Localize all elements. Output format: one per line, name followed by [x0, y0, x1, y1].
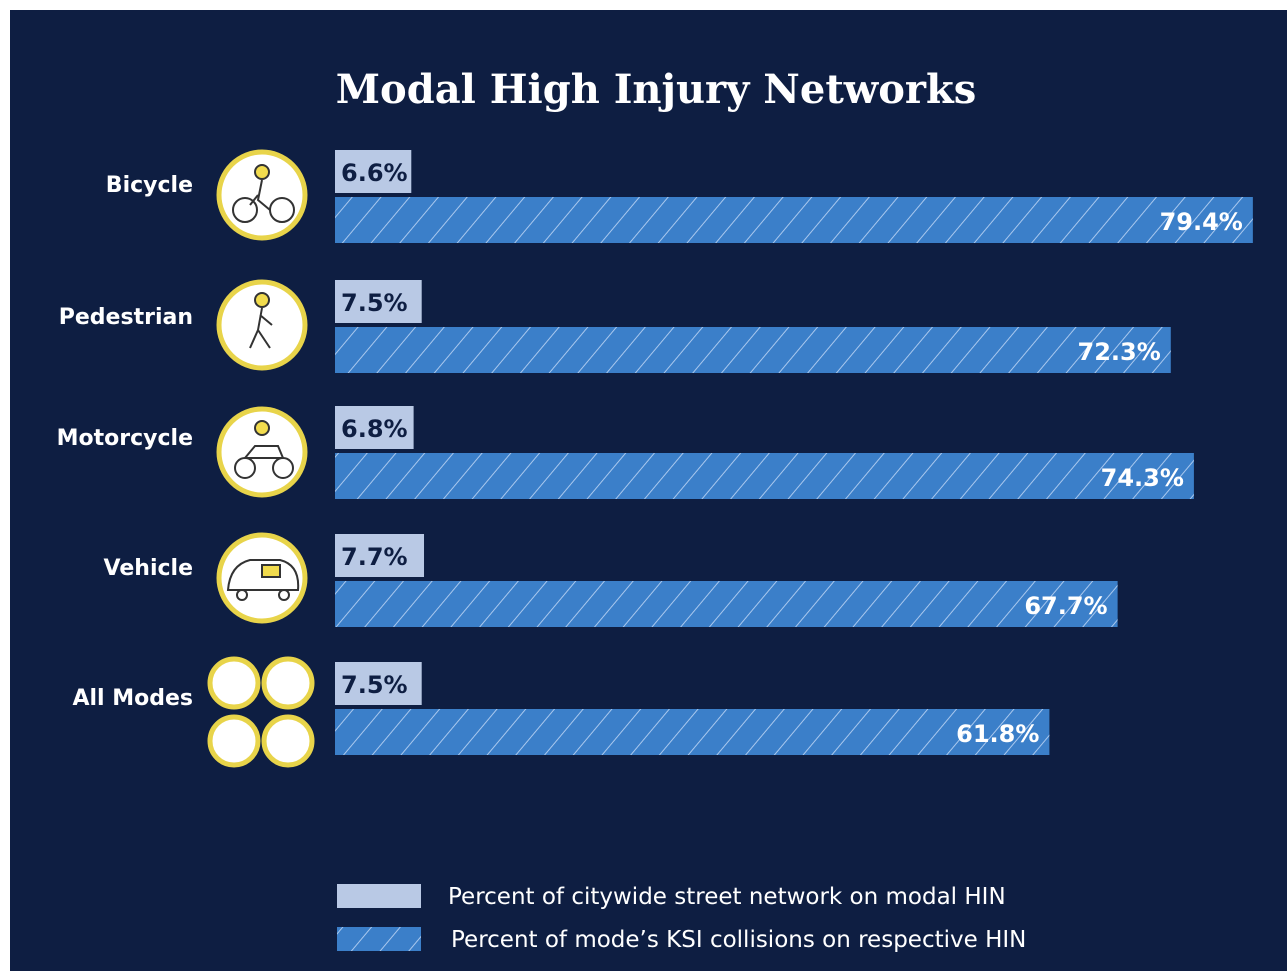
value-label: 7.7% [341, 543, 408, 571]
bar [335, 662, 422, 705]
category-label: Motorcycle [57, 426, 193, 451]
bar [335, 406, 414, 449]
legend-label: Percent of citywide street network on mo… [448, 884, 1006, 910]
bar [335, 534, 425, 577]
value-label: 7.5% [341, 289, 408, 317]
value-label: 67.7% [1024, 592, 1107, 620]
chart-title: Modal High Injury Networks [336, 66, 976, 113]
legend-label: Percent of mode’s KSI collisions on resp… [451, 927, 1026, 953]
category-label: All Modes [72, 686, 193, 711]
bar [335, 280, 422, 323]
value-label: 79.4% [1160, 208, 1243, 236]
value-label: 74.3% [1101, 464, 1184, 492]
bar [335, 150, 412, 193]
bar-hatch [335, 581, 1118, 627]
legend-swatch [337, 884, 421, 908]
legend-swatch-hatch [337, 927, 421, 951]
value-label: 6.8% [341, 415, 408, 443]
bar-hatch [335, 327, 1171, 373]
value-label: 61.8% [956, 720, 1039, 748]
bar-hatch [335, 709, 1050, 755]
bar-hatch [335, 197, 1253, 243]
category-label: Pedestrian [59, 305, 193, 330]
bar-hatch [335, 453, 1194, 499]
value-label: 72.3% [1078, 338, 1161, 366]
category-label: Bicycle [106, 173, 193, 198]
icon-glyphs [226, 164, 300, 601]
value-label: 6.6% [341, 159, 408, 187]
value-label: 7.5% [341, 671, 408, 699]
category-label: Vehicle [104, 556, 193, 581]
